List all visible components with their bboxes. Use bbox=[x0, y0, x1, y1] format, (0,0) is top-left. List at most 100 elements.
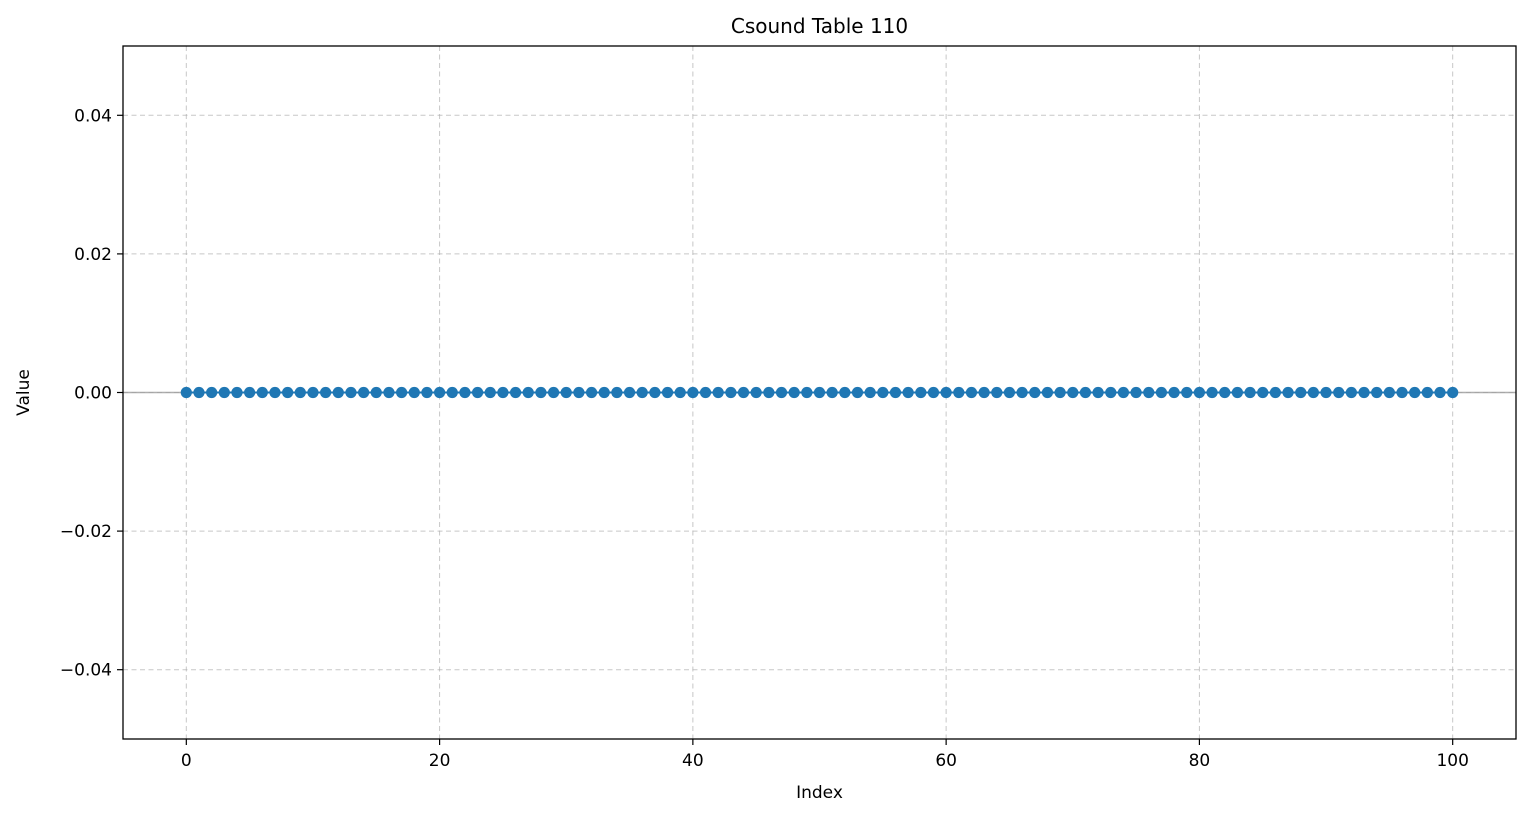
data-point bbox=[1333, 386, 1345, 399]
data-point bbox=[1320, 386, 1332, 399]
data-point bbox=[687, 386, 699, 399]
y-tick-label: 0.02 bbox=[74, 245, 112, 265]
data-point bbox=[801, 386, 813, 399]
data-point bbox=[320, 386, 332, 399]
data-point bbox=[1181, 386, 1193, 399]
data-point bbox=[927, 386, 940, 399]
data-point bbox=[737, 386, 750, 399]
data-point bbox=[1219, 386, 1231, 399]
data-point bbox=[1067, 386, 1079, 399]
data-point bbox=[1016, 386, 1028, 399]
data-point bbox=[611, 386, 623, 399]
data-point bbox=[1029, 386, 1041, 399]
data-point bbox=[256, 386, 268, 399]
data-point bbox=[1092, 386, 1104, 399]
data-point bbox=[573, 386, 585, 399]
data-point bbox=[1130, 386, 1142, 399]
data-point bbox=[1371, 386, 1383, 399]
x-tick-label: 60 bbox=[935, 751, 957, 771]
data-point bbox=[193, 386, 205, 399]
data-point bbox=[1345, 386, 1357, 399]
data-point bbox=[1231, 386, 1243, 399]
data-point bbox=[1244, 386, 1256, 399]
data-point bbox=[509, 386, 522, 399]
data-point bbox=[674, 386, 686, 399]
data-point bbox=[1168, 386, 1180, 399]
data-point bbox=[396, 386, 408, 399]
x-tick-label: 20 bbox=[429, 751, 451, 771]
data-point bbox=[1282, 386, 1294, 399]
data-point bbox=[244, 386, 256, 399]
data-point bbox=[598, 386, 610, 399]
data-point bbox=[1447, 386, 1459, 399]
data-point bbox=[978, 386, 990, 399]
data-point bbox=[1155, 386, 1168, 399]
data-point bbox=[522, 386, 534, 399]
data-point bbox=[1307, 386, 1319, 399]
data-point bbox=[1054, 386, 1066, 399]
data-point bbox=[1105, 386, 1117, 399]
data-point bbox=[408, 386, 420, 399]
data-point bbox=[307, 386, 319, 399]
data-point bbox=[775, 386, 788, 399]
data-point bbox=[763, 386, 775, 399]
data-point bbox=[345, 386, 357, 399]
data-point bbox=[560, 386, 572, 399]
chart-title: Csound Table 110 bbox=[731, 14, 908, 38]
data-point bbox=[813, 386, 826, 399]
data-point bbox=[915, 386, 927, 399]
data-point bbox=[1396, 386, 1408, 399]
data-point bbox=[269, 386, 281, 399]
data-point bbox=[851, 386, 864, 399]
data-point bbox=[889, 386, 902, 399]
data-point bbox=[1003, 386, 1016, 399]
data-point bbox=[358, 386, 370, 399]
data-point bbox=[864, 386, 876, 399]
data-point bbox=[1295, 386, 1307, 399]
data-point bbox=[1421, 386, 1433, 399]
x-axis-ticks: 0 20 40 60 80 100 bbox=[181, 739, 1469, 771]
y-tick-label: −0.04 bbox=[60, 661, 112, 681]
data-point bbox=[940, 386, 952, 399]
y-axis-label: Value bbox=[14, 369, 34, 416]
data-point bbox=[484, 386, 496, 399]
data-point bbox=[370, 386, 382, 399]
data-point bbox=[421, 386, 433, 399]
data-point bbox=[788, 386, 800, 399]
x-tick-label: 100 bbox=[1436, 751, 1468, 771]
data-point bbox=[623, 386, 636, 399]
y-axis-ticks: 0.04 0.02 0.00 −0.02 −0.04 bbox=[60, 106, 123, 681]
data-point bbox=[839, 386, 851, 399]
data-point bbox=[1206, 386, 1218, 399]
data-point bbox=[1193, 386, 1206, 399]
data-point bbox=[1383, 386, 1395, 399]
y-tick-label: 0.04 bbox=[74, 106, 112, 126]
data-point bbox=[497, 386, 509, 399]
data-point bbox=[1358, 386, 1370, 399]
data-point bbox=[1041, 386, 1054, 399]
data-point bbox=[433, 386, 446, 399]
data-point bbox=[471, 386, 484, 399]
data-point bbox=[446, 386, 458, 399]
data-point bbox=[282, 386, 294, 399]
data-point bbox=[636, 386, 648, 399]
data-point bbox=[1117, 386, 1130, 399]
data-point bbox=[383, 386, 395, 399]
y-tick-label: −0.02 bbox=[60, 522, 112, 542]
data-point bbox=[1269, 386, 1281, 399]
data-point bbox=[826, 386, 838, 399]
data-point bbox=[649, 386, 661, 399]
data-point bbox=[535, 386, 547, 399]
data-point bbox=[877, 386, 889, 399]
data-point bbox=[332, 386, 344, 399]
data-point bbox=[180, 386, 192, 399]
data-point bbox=[661, 386, 674, 399]
data-point bbox=[953, 386, 965, 399]
data-point bbox=[294, 386, 306, 399]
x-tick-label: 0 bbox=[181, 751, 192, 771]
x-tick-label: 80 bbox=[1189, 751, 1211, 771]
data-point bbox=[725, 386, 737, 399]
x-tick-label: 40 bbox=[682, 751, 704, 771]
x-axis-label: Index bbox=[796, 783, 843, 803]
